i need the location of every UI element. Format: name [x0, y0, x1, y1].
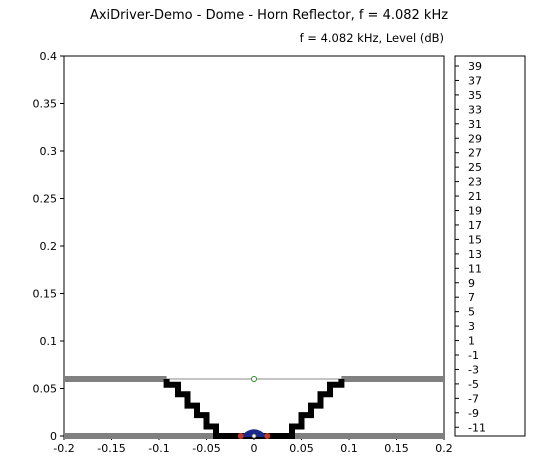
x-tick-label: -0.05	[192, 442, 220, 455]
colorbar-frame	[454, 55, 526, 437]
y-tick-label: 0.1	[40, 335, 58, 348]
colorbar-tick-label: -11	[468, 421, 486, 434]
y-tick-label: 0.3	[40, 145, 58, 158]
y-tick-label: 0.2	[40, 240, 58, 253]
x-tick-label: -0.15	[97, 442, 125, 455]
colorbar-tick-label: 25	[468, 161, 482, 174]
colorbar-tick-label: 29	[468, 132, 482, 145]
x-tick-label: 0	[251, 442, 258, 455]
colorbar-tick-label: 3	[468, 320, 475, 333]
y-tick-label: 0.25	[33, 193, 58, 206]
x-tick-label: 0.05	[289, 442, 314, 455]
colorbar-tick-label: 31	[468, 118, 482, 131]
colorbar-tick-label: 19	[468, 205, 482, 218]
x-tick-label: 0.1	[340, 442, 358, 455]
y-tick-label: 0	[50, 430, 57, 443]
surround-right	[264, 433, 271, 439]
colorbar-tick-label: -1	[468, 349, 479, 362]
surround-left	[237, 433, 244, 439]
x-tick-label: 0.2	[435, 442, 453, 455]
x-tick-label: -0.1	[148, 442, 169, 455]
horn-profile-right	[254, 379, 345, 439]
plot-frame	[63, 55, 445, 437]
colorbar-tick-label: 33	[468, 103, 482, 116]
y-tick-label: 0.15	[33, 288, 58, 301]
colorbar-tick-label: 1	[468, 335, 475, 348]
colorbar-tick-label: 23	[468, 176, 482, 189]
y-tick-label: 0.05	[33, 383, 58, 396]
colorbar-tick-label: -7	[468, 392, 479, 405]
chart-title: AxiDriver-Demo - Dome - Horn Reflector, …	[89, 8, 449, 23]
colorbar-tick-label: 35	[468, 89, 482, 102]
colorbar-tick-label: 27	[468, 147, 482, 160]
colorbar-tick-label: 39	[468, 60, 482, 73]
x-tick-label: -0.2	[53, 442, 74, 455]
x-tick-label: 0.15	[384, 442, 409, 455]
colorbar-tick-label: 21	[468, 190, 482, 203]
colorbar-tick-label: 15	[468, 233, 482, 246]
y-tick-label: 0.4	[40, 50, 58, 63]
colorbar-tick-label: -5	[468, 378, 479, 391]
colorbar-tick-label: -3	[468, 363, 479, 376]
origin-marker	[251, 433, 257, 439]
colorbar-tick-label: 9	[468, 277, 475, 290]
colorbar-tick-label: 17	[468, 219, 482, 232]
colorbar-tick-label: 7	[468, 291, 475, 304]
colorbar-tick-label: -9	[468, 407, 479, 420]
y-tick-label: 0.35	[33, 98, 58, 111]
colorbar-tick-label: 13	[468, 248, 482, 261]
colorbar-tick-label: 11	[468, 262, 482, 275]
horn-profile-left	[163, 379, 254, 439]
colorbar-tick-label: 37	[468, 74, 482, 87]
mouth-center-marker	[251, 376, 257, 382]
colorbar-title: f = 4.082 kHz, Level (dB)	[299, 31, 444, 45]
colorbar-tick-label: 5	[468, 306, 475, 319]
